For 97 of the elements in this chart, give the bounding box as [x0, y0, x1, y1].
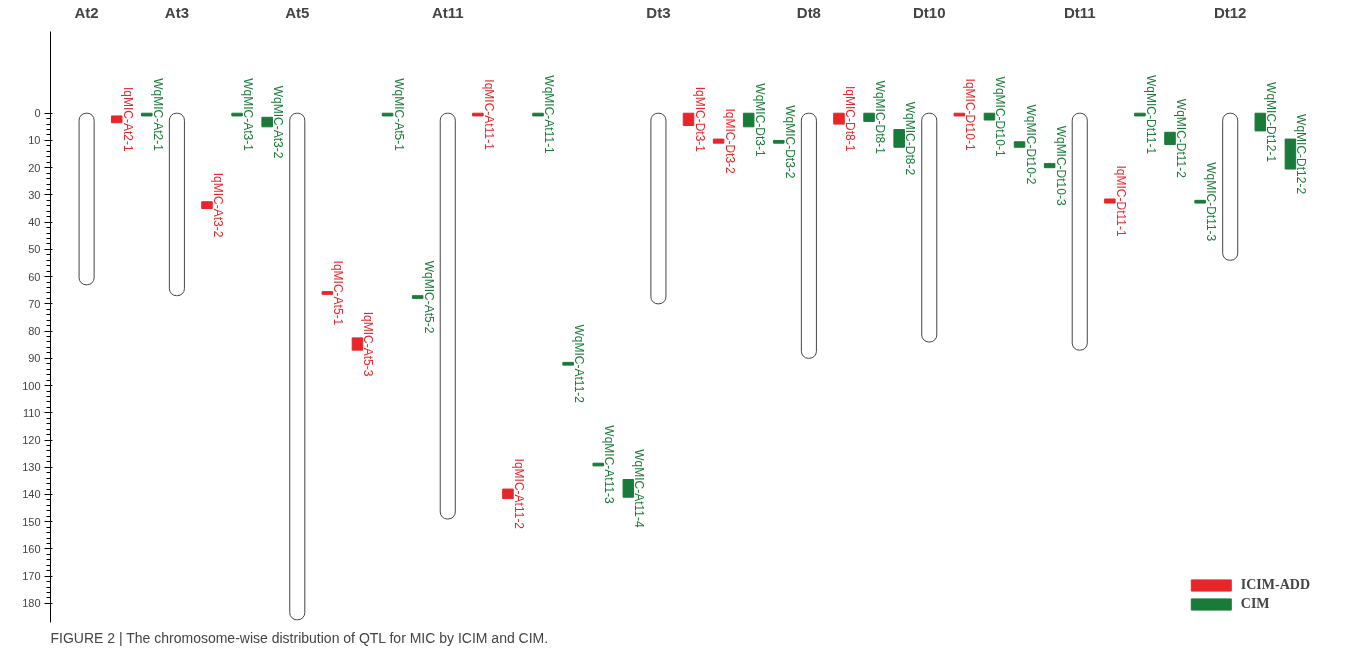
y-tick-label: 140 — [22, 488, 41, 501]
bar — [289, 112, 306, 621]
y-tick-label: 180 — [22, 597, 41, 610]
y-tick-label: 50 — [28, 243, 41, 256]
x-tick-label: At5 — [285, 3, 310, 21]
data-label: WqMIC-Dt8-1 — [873, 80, 888, 155]
data-label: IqMIC-At3-2 — [210, 172, 225, 238]
data-label: WqMIC-At3-1 — [241, 78, 256, 152]
bar — [800, 112, 817, 359]
bar — [1071, 112, 1088, 351]
data-label: WqMIC-At5-2 — [421, 260, 436, 334]
y-tick-label: 170 — [22, 570, 41, 583]
caption: FIGURE 2 | The chromosome-wise distribution of QTL for MIC by ICIM and CIM. — [50, 629, 549, 646]
bar — [1043, 163, 1056, 169]
bar — [231, 112, 243, 117]
x-tick-label: At11 — [431, 3, 464, 21]
data-label: WqMIC-Dt11-2 — [1174, 98, 1189, 179]
data-label: IqMIC-At11-2 — [511, 458, 526, 530]
bar — [863, 112, 875, 122]
bar — [1194, 199, 1206, 204]
bar — [1134, 112, 1146, 117]
x-tick-label: Dt8 — [796, 3, 821, 21]
data-label: IqMIC-At5-3 — [361, 311, 376, 377]
bar — [562, 361, 574, 366]
y-tick-label: 130 — [22, 461, 41, 474]
legend-label: CIM — [1240, 596, 1270, 612]
bar — [742, 112, 755, 128]
bar — [261, 116, 273, 128]
data-label: WqMIC-Dt10-2 — [1023, 104, 1038, 185]
data-label: WqMIC-At2-1 — [150, 78, 165, 152]
data-label: IqMIC-Dt10-1 — [963, 78, 978, 151]
y-tick-label: 120 — [22, 434, 41, 447]
bar — [682, 112, 695, 126]
data-label: WqMIC-Dt12-2 — [1294, 114, 1309, 195]
data-label: WqMIC-Dt8-2 — [903, 101, 918, 176]
bar — [381, 112, 394, 117]
data-label: WqMIC-Dt10-3 — [1053, 125, 1068, 206]
data-label: IqMIC-Dt3-1 — [692, 86, 707, 153]
data-label: WqMIC-Dt11-3 — [1204, 162, 1219, 242]
x-tick-label: Dt11 — [1063, 3, 1096, 21]
data-label: WqMIC-At11-3 — [602, 425, 617, 505]
data-label: IqMIC-Dt3-2 — [722, 108, 737, 175]
bar — [168, 112, 185, 297]
y-tick-label: 150 — [22, 515, 41, 528]
data-label: WqMIC-Dt3-2 — [782, 105, 797, 179]
x-tick-label: Dt10 — [913, 3, 946, 21]
data-label: IqMIC-Dt8-1 — [842, 85, 857, 152]
data-label: WqMIC-Dt10-1 — [993, 76, 1008, 157]
bar — [532, 112, 544, 117]
data-label: IqMIC-Dt11-1 — [1113, 165, 1128, 237]
legend-label: ICIM-ADD — [1240, 577, 1310, 593]
bar — [472, 112, 484, 117]
bar — [502, 488, 514, 500]
data-label: IqMIC-At2-1 — [120, 86, 135, 152]
bar — [201, 201, 213, 210]
x-tick-label: At3 — [164, 3, 189, 21]
data-label: WqMIC-At5-1 — [391, 78, 406, 152]
data-label: WqMIC-Dt3-1 — [752, 83, 767, 158]
y-tick-label: 80 — [28, 325, 41, 338]
data-label: IqMIC-At11-1 — [481, 79, 496, 151]
y-tick-label: 30 — [28, 188, 41, 201]
bar — [141, 112, 153, 117]
data-label: WqMIC-Dt12-1 — [1264, 82, 1279, 163]
bar — [1104, 198, 1116, 204]
y-tick-label: 90 — [28, 352, 41, 365]
y-tick-label: 0 — [34, 107, 41, 120]
data-label: WqMIC-At3-2 — [271, 85, 286, 159]
bar — [1013, 141, 1026, 148]
y-tick-label: 100 — [22, 379, 41, 392]
bar — [439, 112, 456, 520]
data-label: WqMIC-At11-1 — [542, 75, 557, 155]
bar — [411, 295, 424, 299]
data-label: WqMIC-At11-4 — [632, 449, 647, 528]
y-tick-label: 70 — [28, 297, 41, 310]
bar — [1164, 131, 1176, 146]
y-tick-label: 160 — [22, 542, 41, 555]
bar — [712, 138, 725, 144]
bar — [110, 115, 123, 124]
bar — [592, 462, 604, 467]
y-tick-label: 60 — [28, 270, 41, 283]
y-tick-label: 20 — [28, 161, 41, 174]
bar — [893, 129, 905, 148]
y-tick-label: 110 — [22, 406, 41, 419]
x-tick-label: Dt3 — [646, 3, 671, 21]
bar — [650, 112, 667, 305]
bar — [921, 112, 938, 343]
y-tick-label: 10 — [28, 134, 41, 147]
bar — [78, 112, 95, 286]
bar — [773, 139, 785, 144]
data-label: WqMIC-At11-2 — [572, 324, 587, 404]
bar — [833, 112, 845, 125]
y-tick-label: 40 — [28, 216, 41, 229]
data-label: WqMIC-Dt11-1 — [1143, 75, 1158, 155]
data-label: IqMIC-At5-1 — [331, 260, 346, 326]
x-tick-label: Dt12 — [1213, 3, 1247, 21]
x-tick-label: At2 — [74, 3, 99, 21]
bar — [1222, 112, 1239, 261]
